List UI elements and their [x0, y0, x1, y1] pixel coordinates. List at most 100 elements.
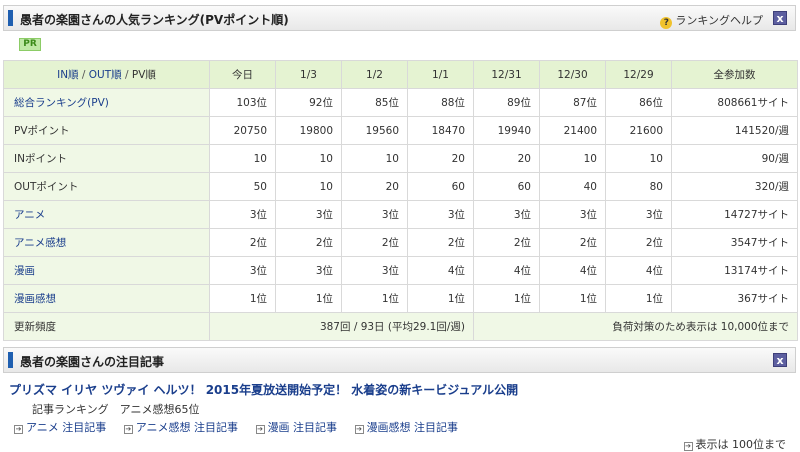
- articles-close-icon[interactable]: x: [773, 353, 787, 367]
- category-link-manga[interactable]: ➔ 漫画 注目記事: [255, 421, 338, 434]
- pr-badge[interactable]: PR: [19, 38, 41, 51]
- category-link-label[interactable]: アニメ 注目記事: [26, 421, 107, 434]
- table-cell: 2位: [473, 228, 540, 257]
- header-accent-bar: [8, 10, 13, 26]
- table-cell: 3位: [209, 256, 276, 285]
- table-row: 総合ランキング(PV) 103位 92位 85位 88位 89位 87位 86位 808661サ…: [3, 88, 798, 117]
- ranking-help-link[interactable]: ? ランキングヘルプ: [660, 12, 763, 29]
- table-row: OUTポイント 50 10 20 60 60 40 80 320/週: [3, 172, 798, 201]
- table-cell: 4位: [473, 256, 540, 285]
- ranking-help-label[interactable]: ランキングヘルプ: [675, 14, 763, 27]
- table-cell: 3位: [341, 200, 408, 229]
- category-links: ➔ アニメ 注目記事 ➔ アニメ感想 注目記事 ➔ 漫画 注目記事 ➔ 漫画感想 注目記…: [14, 419, 472, 435]
- show-more-label[interactable]: 表示は 100位まで: [695, 438, 787, 451]
- row-label[interactable]: アニメ感想: [3, 228, 210, 257]
- category-link-label[interactable]: 漫画感想 注目記事: [366, 421, 459, 434]
- sort-separator: /: [78, 69, 89, 81]
- ranking-panel-title: 愚者の楽園さんの人気ランキング(PVポイント順): [20, 13, 289, 27]
- table-cell: 20: [473, 144, 540, 173]
- row-label: OUTポイント: [3, 172, 210, 201]
- row-label[interactable]: 漫画: [3, 256, 210, 285]
- row-label[interactable]: 総合ランキング(PV): [3, 88, 210, 117]
- table-cell: 21600: [605, 116, 672, 145]
- table-row: アニメ感想 2位 2位 2位 2位 2位 2位 2位 3547サイト: [3, 228, 798, 257]
- table-cell: 60: [407, 172, 474, 201]
- table-cell: 20750: [209, 116, 276, 145]
- table-cell: 2位: [275, 228, 342, 257]
- table-cell: 141520/週: [671, 116, 798, 145]
- category-link-anime[interactable]: ➔ アニメ 注目記事: [14, 421, 106, 434]
- table-cell: 3位: [275, 200, 342, 229]
- sort-pv-current: PV順: [131, 69, 156, 81]
- column-header: 1/2: [341, 60, 408, 89]
- frequency-note: 負荷対策のため表示は 10,000位まで: [473, 312, 798, 341]
- arrow-right-icon: ➔: [354, 425, 364, 434]
- table-cell: 4位: [407, 256, 474, 285]
- table-cell: 2位: [539, 228, 606, 257]
- row-label: PVポイント: [3, 116, 210, 145]
- table-cell: 2位: [209, 228, 276, 257]
- table-cell: 86位: [605, 88, 672, 117]
- table-cell: 4位: [539, 256, 606, 285]
- table-cell: 10: [275, 144, 342, 173]
- table-cell: 21400: [539, 116, 606, 145]
- ranking-panel-header: 愚者の楽園さんの人気ランキング(PVポイント順) ? ランキングヘルプ x: [3, 5, 796, 31]
- column-header: 1/1: [407, 60, 474, 89]
- table-cell: 1位: [275, 284, 342, 313]
- table-row: 漫画 3位 3位 3位 4位 4位 4位 4位 13174サイト: [3, 256, 798, 285]
- frequency-label: 更新頻度: [3, 312, 210, 341]
- column-header: 全参加数: [671, 60, 798, 89]
- table-row: PVポイント 20750 19800 19560 18470 19940 21400 2160…: [3, 116, 798, 145]
- sort-in-link[interactable]: IN順: [57, 69, 79, 81]
- table-cell: 19560: [341, 116, 408, 145]
- column-header: 12/30: [539, 60, 606, 89]
- article-title-link[interactable]: プリズマ イリヤ ツヴァイ ヘルツ！ 2015年夏放送開始予定！ 水着姿の新キー…: [9, 383, 519, 397]
- frequency-row: 更新頻度 387回 / 93日 (平均29.1回/週) 負荷対策のため表示は 1…: [3, 312, 798, 341]
- table-cell: 88位: [407, 88, 474, 117]
- articles-panel-header: 愚者の楽園さんの注目記事 x: [3, 347, 796, 373]
- category-link-manga-review[interactable]: ➔ 漫画感想 注目記事: [354, 421, 459, 434]
- arrow-right-icon: ➔: [123, 425, 133, 434]
- table-cell: 367サイト: [671, 284, 798, 313]
- help-icon: ?: [660, 17, 673, 29]
- table-cell: 10: [539, 144, 606, 173]
- ranking-body: 総合ランキング(PV) 103位 92位 85位 88位 89位 87位 86位 808661サ…: [3, 88, 798, 313]
- sort-order-header: IN順 / OUT順 / PV順: [3, 60, 210, 89]
- table-cell: 1位: [473, 284, 540, 313]
- table-cell: 13174サイト: [671, 256, 798, 285]
- table-cell: 1位: [341, 284, 408, 313]
- table-cell: 1位: [209, 284, 276, 313]
- articles-panel-title: 愚者の楽園さんの注目記事: [20, 355, 165, 369]
- table-cell: 1位: [605, 284, 672, 313]
- table-cell: 3位: [539, 200, 606, 229]
- table-cell: 90/週: [671, 144, 798, 173]
- table-row: 漫画感想 1位 1位 1位 1位 1位 1位 1位 367サイト: [3, 284, 798, 313]
- category-link-anime-review[interactable]: ➔ アニメ感想 注目記事: [123, 421, 239, 434]
- ranking-table: IN順 / OUT順 / PV順 今日 1/3 1/2 1/1 12/31 12…: [3, 60, 798, 341]
- sort-out-link[interactable]: OUT順: [88, 69, 122, 81]
- table-cell: 87位: [539, 88, 606, 117]
- table-row: INポイント 10 10 10 20 20 10 10 90/週: [3, 144, 798, 173]
- table-cell: 2位: [407, 228, 474, 257]
- table-cell: 19800: [275, 116, 342, 145]
- row-label[interactable]: アニメ: [3, 200, 210, 229]
- table-cell: 1位: [539, 284, 606, 313]
- show-more-link[interactable]: ➔ 表示は 100位まで: [683, 436, 787, 452]
- table-cell: 10: [275, 172, 342, 201]
- table-cell: 20: [341, 172, 408, 201]
- category-link-label[interactable]: アニメ感想 注目記事: [135, 421, 239, 434]
- ranking-header-row: IN順 / OUT順 / PV順 今日 1/3 1/2 1/1 12/31 12…: [3, 60, 798, 89]
- ranking-close-icon[interactable]: x: [773, 11, 787, 25]
- table-cell: 103位: [209, 88, 276, 117]
- table-cell: 2位: [605, 228, 672, 257]
- arrow-right-icon: ➔: [255, 425, 265, 434]
- category-link-label[interactable]: 漫画 注目記事: [267, 421, 338, 434]
- row-label[interactable]: 漫画感想: [3, 284, 210, 313]
- table-cell: 320/週: [671, 172, 798, 201]
- table-cell: 3位: [341, 256, 408, 285]
- column-header: 12/31: [473, 60, 540, 89]
- column-header: 1/3: [275, 60, 342, 89]
- table-cell: 3位: [605, 200, 672, 229]
- table-cell: 3位: [275, 256, 342, 285]
- frequency-value: 387回 / 93日 (平均29.1回/週): [209, 312, 474, 341]
